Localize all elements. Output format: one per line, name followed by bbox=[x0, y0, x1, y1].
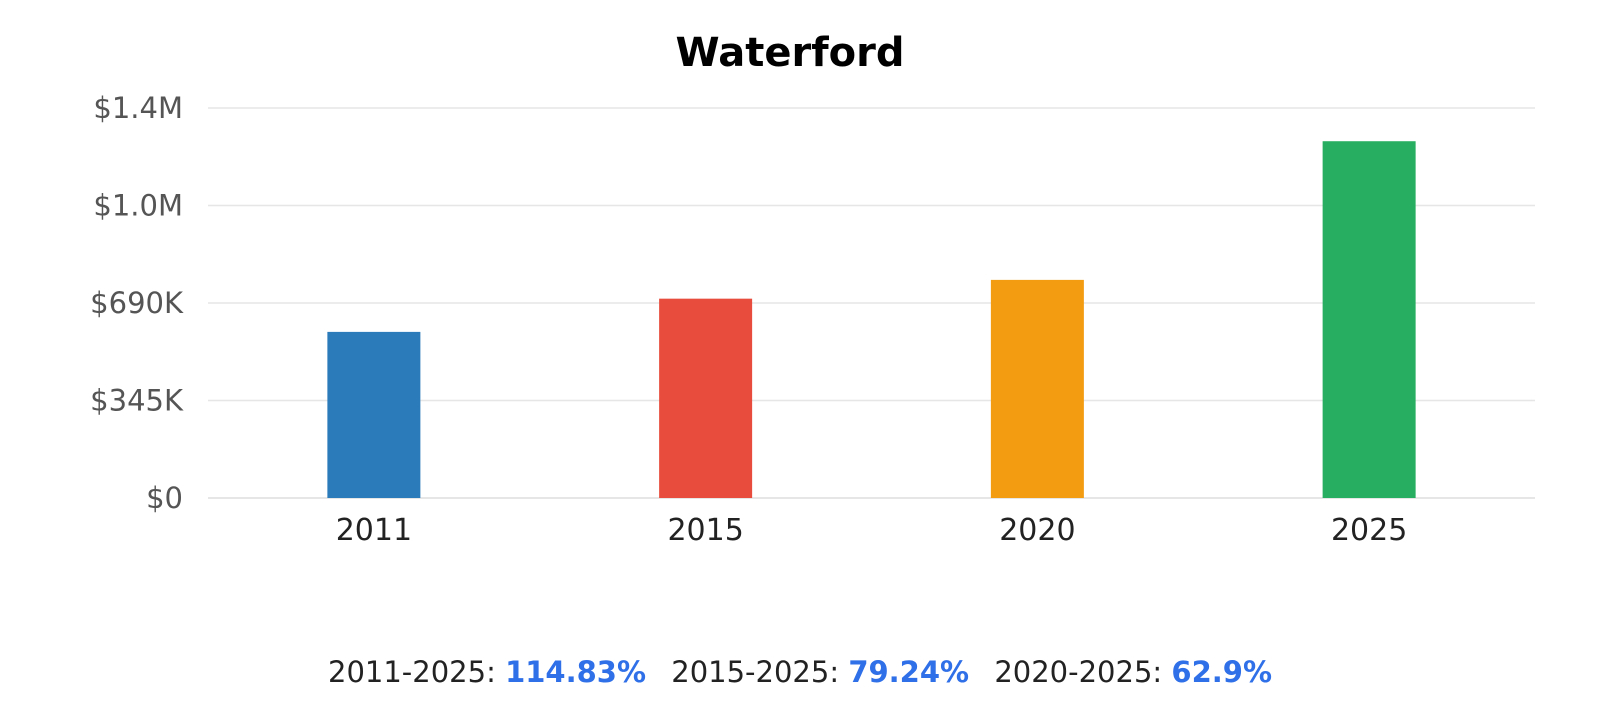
growth-period-label: 2015-2025: bbox=[671, 655, 840, 689]
growth-item-2011-2025: 2011-2025: 114.83% bbox=[328, 655, 646, 689]
growth-percentage: 62.9% bbox=[1171, 655, 1272, 689]
bars bbox=[327, 141, 1416, 498]
growth-period-label: 2020-2025: bbox=[994, 655, 1163, 689]
growth-percentage: 79.24% bbox=[848, 655, 970, 689]
y-tick-label: $1.0M bbox=[93, 189, 183, 223]
bar-2011[interactable] bbox=[327, 331, 421, 498]
chart-title: Waterford bbox=[676, 30, 905, 76]
y-tick-label: $345K bbox=[90, 384, 184, 418]
y-tick-label: $690K bbox=[90, 286, 184, 320]
x-axis-labels: 2011 2015 2020 2025 bbox=[336, 513, 1408, 548]
bar-2020[interactable] bbox=[990, 279, 1084, 498]
growth-percentage: 114.83% bbox=[505, 655, 647, 689]
y-tick-label: $0 bbox=[146, 481, 183, 515]
x-tick-label: 2020 bbox=[999, 513, 1075, 548]
bar-chart: Waterford $0$345K$690K$1.0M$1.4M 2011 201… bbox=[90, 30, 1535, 548]
growth-item-2020-2025: 2020-2025: 62.9% bbox=[994, 655, 1272, 689]
grid-lines bbox=[208, 107, 1535, 499]
growth-item-2015-2025: 2015-2025: 79.24% bbox=[671, 655, 969, 689]
bar-2015[interactable] bbox=[659, 298, 753, 498]
bar-2025[interactable] bbox=[1322, 141, 1416, 498]
x-tick-label: 2025 bbox=[1331, 513, 1407, 548]
growth-summary: 2011-2025: 114.83% 2015-2025: 79.24% 202… bbox=[0, 655, 1600, 689]
x-tick-label: 2011 bbox=[336, 513, 412, 548]
x-tick-label: 2015 bbox=[667, 513, 743, 548]
y-axis-labels: $0 $345K $690K $1.0M $1.4M bbox=[90, 91, 184, 515]
growth-period-label: 2011-2025: bbox=[328, 655, 496, 689]
y-tick-label: $1.4M bbox=[93, 91, 183, 125]
